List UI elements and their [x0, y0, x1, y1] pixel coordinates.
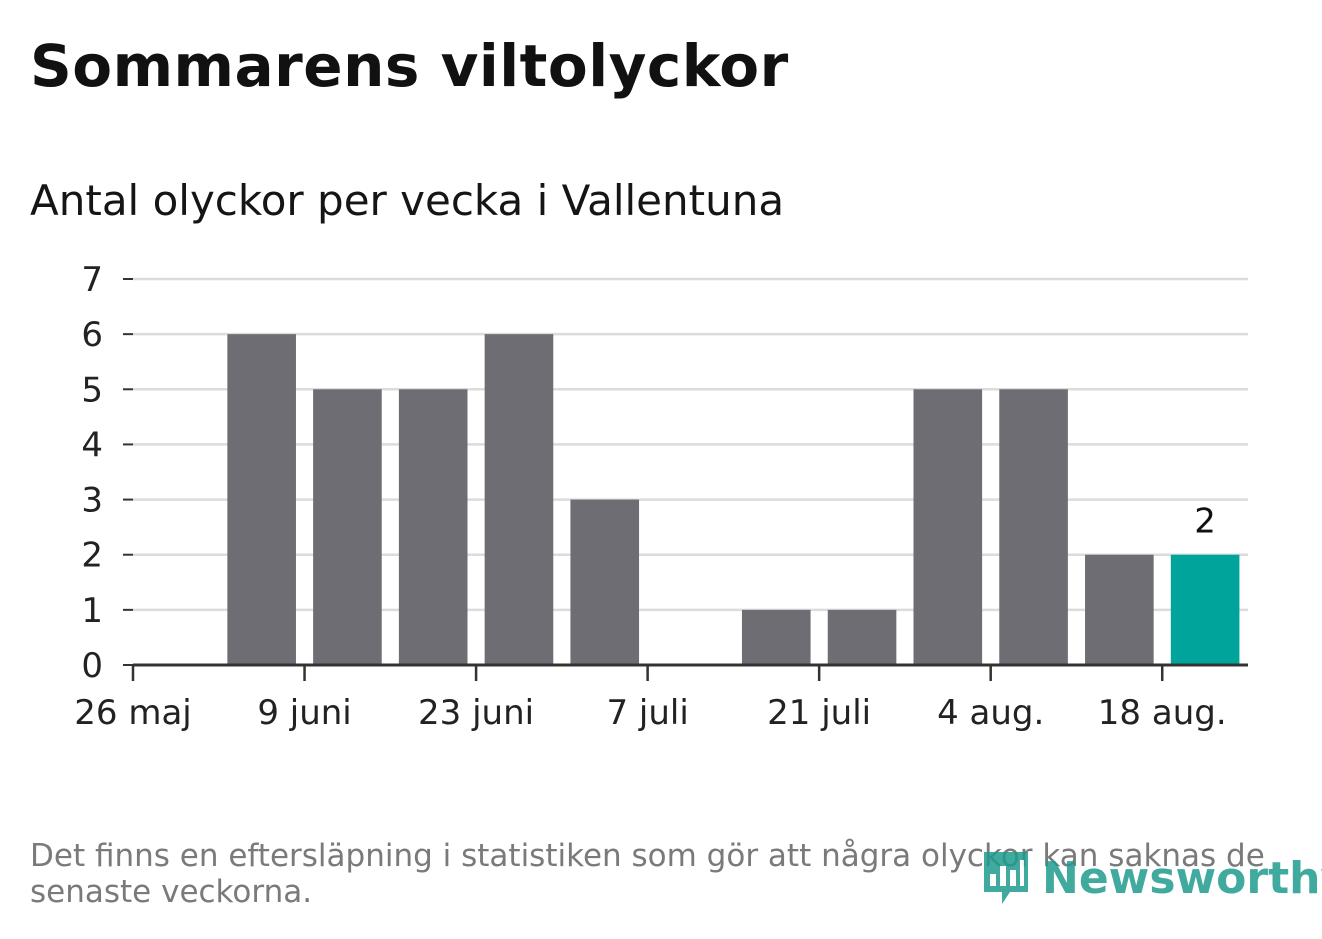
- bar-4-aug-: [999, 389, 1068, 665]
- ytick-label-3: 3: [81, 481, 103, 521]
- chart-subtitle: Antal olyckor per vecka i Vallentuna: [30, 176, 785, 225]
- ytick-label-2: 2: [81, 536, 103, 576]
- chart-title: Sommarens viltolyckor: [30, 32, 789, 100]
- footnote: Det finns en eftersläpning i statistiken…: [30, 838, 1265, 910]
- bar-chart-logo-icon: [984, 852, 1028, 904]
- bar-9-juni: [313, 389, 382, 665]
- bar-2-juni: [227, 334, 296, 665]
- xtick-label: 9 juni: [257, 693, 351, 733]
- data-label: 2: [1194, 502, 1216, 542]
- ytick-label-6: 6: [81, 315, 103, 355]
- bar-21-juli: [827, 609, 897, 665]
- xtick-label: 21 juli: [767, 693, 871, 733]
- xtick-label: 23 juni: [418, 693, 534, 733]
- bar-30-juni: [570, 499, 640, 665]
- bar-chart: 0 1 2 3 4 5 6 7 2 26 maj 9 juni 23 juni 7 juli 21 jul…: [74, 260, 1248, 733]
- bar-14-juli: [741, 609, 811, 665]
- ytick-label-1: 1: [81, 591, 103, 631]
- xtick-label: 18 aug.: [1098, 693, 1227, 733]
- bar-11-aug-: [1085, 554, 1154, 665]
- ytick-label-7: 7: [81, 260, 103, 300]
- ytick-label-5: 5: [81, 370, 103, 410]
- xtick-label: 7 juli: [606, 693, 688, 733]
- ytick-label-0: 0: [81, 646, 103, 686]
- ytick-label-4: 4: [81, 425, 103, 465]
- xtick-label: 26 maj: [74, 693, 191, 733]
- brand-name: Newsworthy: [1042, 852, 1322, 904]
- bar-16-juni: [398, 389, 468, 665]
- xtick-label: 4 aug.: [937, 693, 1044, 733]
- bar-28-juli: [913, 389, 983, 665]
- bar-18-aug-: [1170, 554, 1240, 665]
- bar-23-juni: [484, 334, 554, 665]
- newsworthy-logo: Newsworthy: [980, 848, 1322, 908]
